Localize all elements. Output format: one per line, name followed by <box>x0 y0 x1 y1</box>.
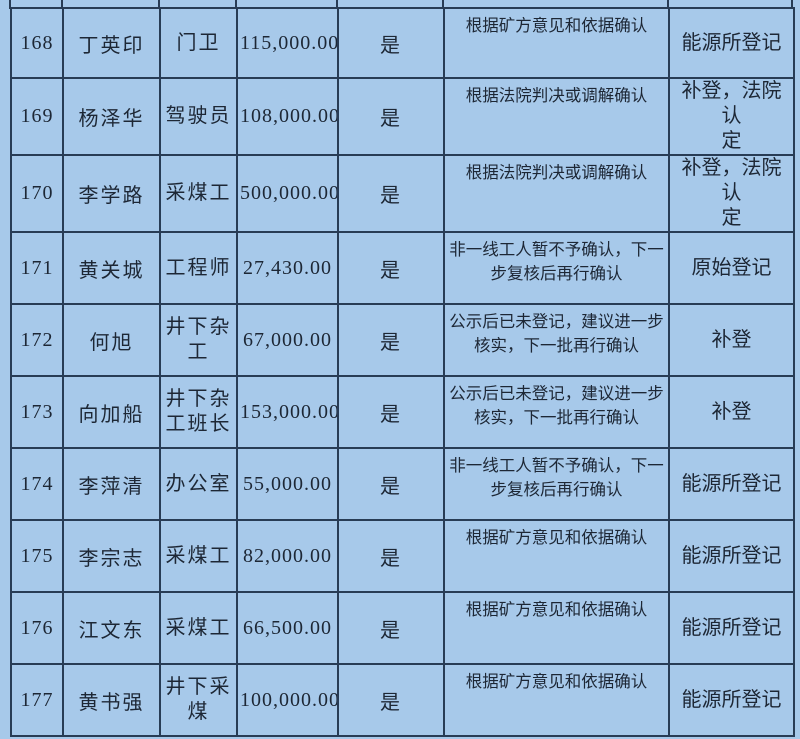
cell-registration: 原始登记 <box>668 231 795 305</box>
grid-line-stub <box>667 0 669 9</box>
cell-remark: 根据矿方意见和依据确认 <box>443 591 670 665</box>
cell-registration: 能源所登记 <box>668 447 795 521</box>
cell-amount: 100,000.00 <box>236 663 339 737</box>
cell-serial-number: 171 <box>10 231 64 305</box>
cell-confirmed: 是 <box>337 447 445 521</box>
cell-job-title: 驾驶员 <box>159 77 238 156</box>
cell-remark: 根据矿方意见和依据确认 <box>443 519 670 593</box>
cell-job-title: 采煤工 <box>159 519 238 593</box>
cell-person-name: 黄书强 <box>62 663 161 737</box>
grid-line-stub <box>158 0 160 9</box>
grid-line-stub <box>61 0 63 9</box>
table-row: 172 何旭 井下杂 工 67,000.00 是 公示后已未登记，建议进一步 核… <box>10 303 795 377</box>
cell-serial-number: 177 <box>10 663 64 737</box>
cell-confirmed: 是 <box>337 303 445 377</box>
cell-amount: 108,000.00 <box>236 77 339 156</box>
cell-person-name: 李萍清 <box>62 447 161 521</box>
cell-person-name: 江文东 <box>62 591 161 665</box>
cell-confirmed: 是 <box>337 591 445 665</box>
cell-remark: 根据法院判决或调解确认 <box>443 154 670 233</box>
cell-registration: 能源所登记 <box>668 591 795 665</box>
cell-amount: 67,000.00 <box>236 303 339 377</box>
cell-job-title: 井下杂 工班长 <box>159 375 238 449</box>
table-row: 170 李学路 采煤工 500,000.00 是 根据法院判决或调解确认 补登，… <box>10 154 795 233</box>
cell-serial-number: 173 <box>10 375 64 449</box>
cell-registration: 能源所登记 <box>668 663 795 737</box>
cell-confirmed: 是 <box>337 663 445 737</box>
cell-job-title: 门卫 <box>159 7 238 79</box>
cell-person-name: 丁英印 <box>62 7 161 79</box>
cell-job-title: 采煤工 <box>159 154 238 233</box>
table-row: 174 李萍清 办公室 55,000.00 是 非一线工人暂不予确认，下一 步复… <box>10 447 795 521</box>
cell-person-name: 黄关城 <box>62 231 161 305</box>
table-row: 177 黄书强 井下采 煤 100,000.00 是 根据矿方意见和依据确认 能… <box>10 663 795 737</box>
cell-person-name: 何旭 <box>62 303 161 377</box>
cell-registration: 补登，法院认 定 <box>668 154 795 233</box>
cell-amount: 153,000.00 <box>236 375 339 449</box>
cell-confirmed: 是 <box>337 231 445 305</box>
cell-registration: 补登 <box>668 303 795 377</box>
cell-registration: 能源所登记 <box>668 519 795 593</box>
table-row: 176 江文东 采煤工 66,500.00 是 根据矿方意见和依据确认 能源所登… <box>10 591 795 665</box>
cell-confirmed: 是 <box>337 7 445 79</box>
cell-amount: 500,000.00 <box>236 154 339 233</box>
cell-job-title: 井下采 煤 <box>159 663 238 737</box>
cell-registration: 能源所登记 <box>668 7 795 79</box>
cell-person-name: 李宗志 <box>62 519 161 593</box>
table-row: 175 李宗志 采煤工 82,000.00 是 根据矿方意见和依据确认 能源所登… <box>10 519 795 593</box>
cell-remark: 公示后已未登记，建议进一步 核实，下一批再行确认 <box>443 303 670 377</box>
cell-remark: 非一线工人暂不予确认，下一 步复核后再行确认 <box>443 447 670 521</box>
cell-person-name: 李学路 <box>62 154 161 233</box>
cell-serial-number: 172 <box>10 303 64 377</box>
cell-remark: 非一线工人暂不予确认，下一 步复核后再行确认 <box>443 231 670 305</box>
grid-line-stub <box>9 0 11 9</box>
cell-serial-number: 175 <box>10 519 64 593</box>
cell-job-title: 井下杂 工 <box>159 303 238 377</box>
grid-line-stub <box>791 0 793 9</box>
cell-remark: 根据矿方意见和依据确认 <box>443 663 670 737</box>
cell-confirmed: 是 <box>337 519 445 593</box>
cell-person-name: 向加船 <box>62 375 161 449</box>
cell-serial-number: 170 <box>10 154 64 233</box>
cell-amount: 115,000.00 <box>236 7 339 79</box>
compensation-table: 168 丁英印 门卫 115,000.00 是 根据矿方意见和依据确认 能源所登… <box>10 7 795 737</box>
grid-line-stub <box>442 0 444 9</box>
cell-registration: 补登 <box>668 375 795 449</box>
cell-remark: 根据矿方意见和依据确认 <box>443 7 670 79</box>
cell-confirmed: 是 <box>337 77 445 156</box>
cell-job-title: 工程师 <box>159 231 238 305</box>
cell-serial-number: 169 <box>10 77 64 156</box>
table-body: 168 丁英印 门卫 115,000.00 是 根据矿方意见和依据确认 能源所登… <box>10 7 795 737</box>
cell-job-title: 办公室 <box>159 447 238 521</box>
cell-remark: 公示后已未登记，建议进一步 核实，下一批再行确认 <box>443 375 670 449</box>
cell-serial-number: 176 <box>10 591 64 665</box>
table-row: 168 丁英印 门卫 115,000.00 是 根据矿方意见和依据确认 能源所登… <box>10 7 795 79</box>
cell-amount: 82,000.00 <box>236 519 339 593</box>
cell-serial-number: 174 <box>10 447 64 521</box>
grid-line-stub <box>235 0 237 9</box>
cell-person-name: 杨泽华 <box>62 77 161 156</box>
cell-amount: 27,430.00 <box>236 231 339 305</box>
cell-registration: 补登，法院认 定 <box>668 77 795 156</box>
cell-serial-number: 168 <box>10 7 64 79</box>
table-row: 171 黄关城 工程师 27,430.00 是 非一线工人暂不予确认，下一 步复… <box>10 231 795 305</box>
cell-job-title: 采煤工 <box>159 591 238 665</box>
cell-remark: 根据法院判决或调解确认 <box>443 77 670 156</box>
cell-confirmed: 是 <box>337 375 445 449</box>
cell-amount: 55,000.00 <box>236 447 339 521</box>
cell-confirmed: 是 <box>337 154 445 233</box>
grid-line-stub <box>336 0 338 9</box>
table-row: 173 向加船 井下杂 工班长 153,000.00 是 公示后已未登记，建议进… <box>10 375 795 449</box>
cell-amount: 66,500.00 <box>236 591 339 665</box>
spreadsheet-area: 168 丁英印 门卫 115,000.00 是 根据矿方意见和依据确认 能源所登… <box>10 7 795 737</box>
table-row: 169 杨泽华 驾驶员 108,000.00 是 根据法院判决或调解确认 补登，… <box>10 77 795 156</box>
